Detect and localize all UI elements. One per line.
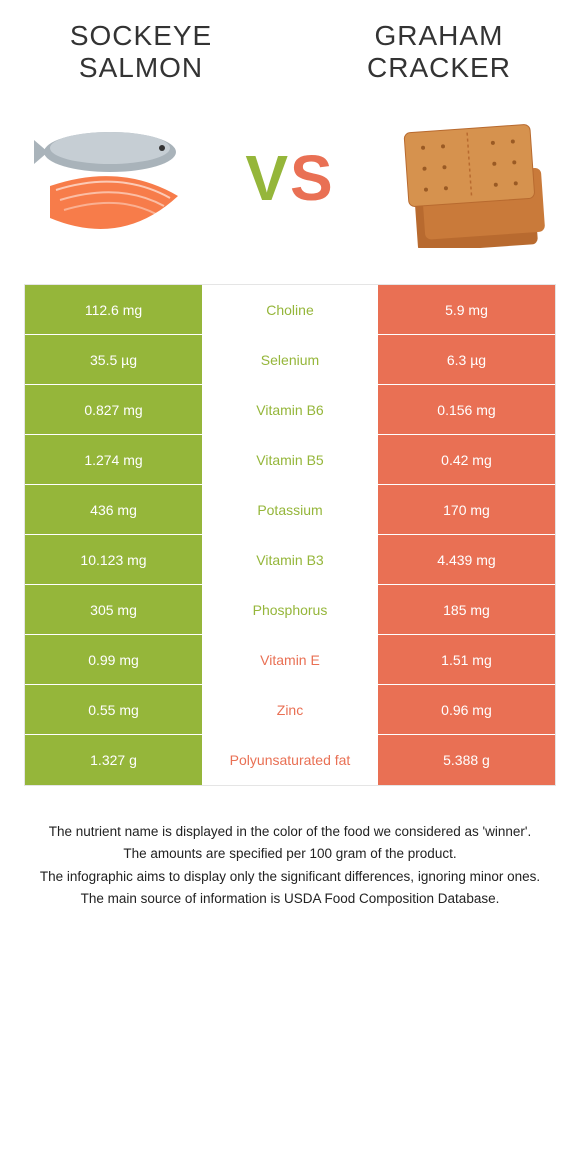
footnote-line: The infographic aims to display only the… — [32, 867, 548, 887]
value-right: 6.3 µg — [378, 335, 555, 384]
table-row: 10.123 mgVitamin B34.439 mg — [25, 535, 555, 585]
value-left: 436 mg — [25, 485, 202, 534]
value-right: 1.51 mg — [378, 635, 555, 684]
value-left: 1.327 g — [25, 735, 202, 785]
food-b-title: GRAHAM CRACKER — [322, 20, 556, 84]
nutrient-name: Vitamin B5 — [202, 435, 378, 484]
value-right: 185 mg — [378, 585, 555, 634]
value-right: 170 mg — [378, 485, 555, 534]
value-left: 35.5 µg — [25, 335, 202, 384]
table-row: 35.5 µgSelenium6.3 µg — [25, 335, 555, 385]
value-left: 0.55 mg — [25, 685, 202, 734]
table-row: 1.327 gPolyunsaturated fat5.388 g — [25, 735, 555, 785]
footnote-line: The amounts are specified per 100 gram o… — [32, 844, 548, 864]
nutrient-name: Potassium — [202, 485, 378, 534]
value-left: 1.274 mg — [25, 435, 202, 484]
value-right: 0.156 mg — [378, 385, 555, 434]
table-row: 436 mgPotassium170 mg — [25, 485, 555, 535]
comparison-table: 112.6 mgCholine5.9 mg35.5 µgSelenium6.3 … — [24, 284, 556, 786]
value-right: 4.439 mg — [378, 535, 555, 584]
table-row: 112.6 mgCholine5.9 mg — [25, 285, 555, 335]
vs-label: VS — [245, 141, 334, 215]
table-row: 1.274 mgVitamin B50.42 mg — [25, 435, 555, 485]
nutrient-name: Phosphorus — [202, 585, 378, 634]
cracker-icon — [390, 108, 550, 248]
table-row: 0.99 mgVitamin E1.51 mg — [25, 635, 555, 685]
nutrient-name: Vitamin E — [202, 635, 378, 684]
footnote-line: The main source of information is USDA F… — [32, 889, 548, 909]
value-left: 112.6 mg — [25, 285, 202, 334]
footnotes: The nutrient name is displayed in the co… — [24, 822, 556, 909]
footnote-line: The nutrient name is displayed in the co… — [32, 822, 548, 842]
value-left: 10.123 mg — [25, 535, 202, 584]
value-right: 5.388 g — [378, 735, 555, 785]
nutrient-name: Vitamin B6 — [202, 385, 378, 434]
nutrient-name: Selenium — [202, 335, 378, 384]
table-row: 0.827 mgVitamin B60.156 mg — [25, 385, 555, 435]
salmon-icon — [30, 108, 190, 248]
table-row: 0.55 mgZinc0.96 mg — [25, 685, 555, 735]
value-right: 0.42 mg — [378, 435, 555, 484]
value-left: 0.827 mg — [25, 385, 202, 434]
value-left: 0.99 mg — [25, 635, 202, 684]
value-left: 305 mg — [25, 585, 202, 634]
nutrient-name: Zinc — [202, 685, 378, 734]
value-right: 0.96 mg — [378, 685, 555, 734]
table-row: 305 mgPhosphorus185 mg — [25, 585, 555, 635]
value-right: 5.9 mg — [378, 285, 555, 334]
nutrient-name: Polyunsaturated fat — [202, 735, 378, 785]
nutrient-name: Choline — [202, 285, 378, 334]
nutrient-name: Vitamin B3 — [202, 535, 378, 584]
food-a-title: SOCKEYE SALMON — [24, 20, 258, 84]
